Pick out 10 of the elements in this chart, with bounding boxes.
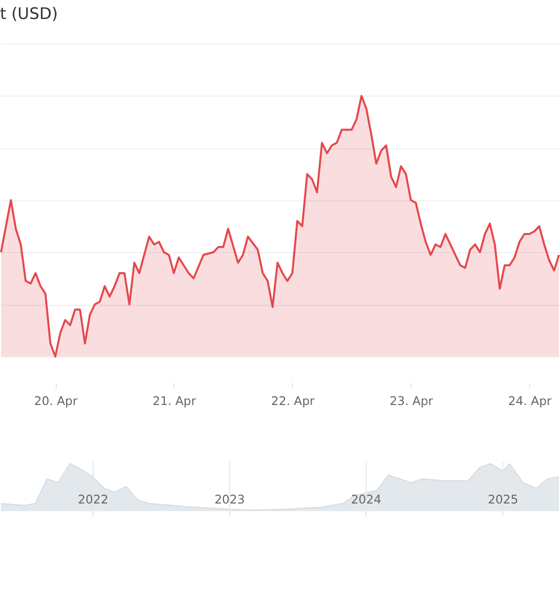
x-tick-label: 2022 xyxy=(78,492,108,507)
x-tick-label: 2024 xyxy=(350,492,382,507)
x-tick-label: 24. Apr xyxy=(508,394,552,408)
x-tick-label: 22. Apr xyxy=(271,394,315,408)
x-tick-label: 20. Apr xyxy=(34,394,78,408)
x-tick-label: 2023 xyxy=(214,492,245,507)
chart-title: t (USD) xyxy=(0,4,58,23)
x-tick-label: 2025 xyxy=(488,492,518,507)
x-tick-label: 21. Apr xyxy=(152,394,196,408)
x-tick-label: 23. Apr xyxy=(390,394,434,408)
